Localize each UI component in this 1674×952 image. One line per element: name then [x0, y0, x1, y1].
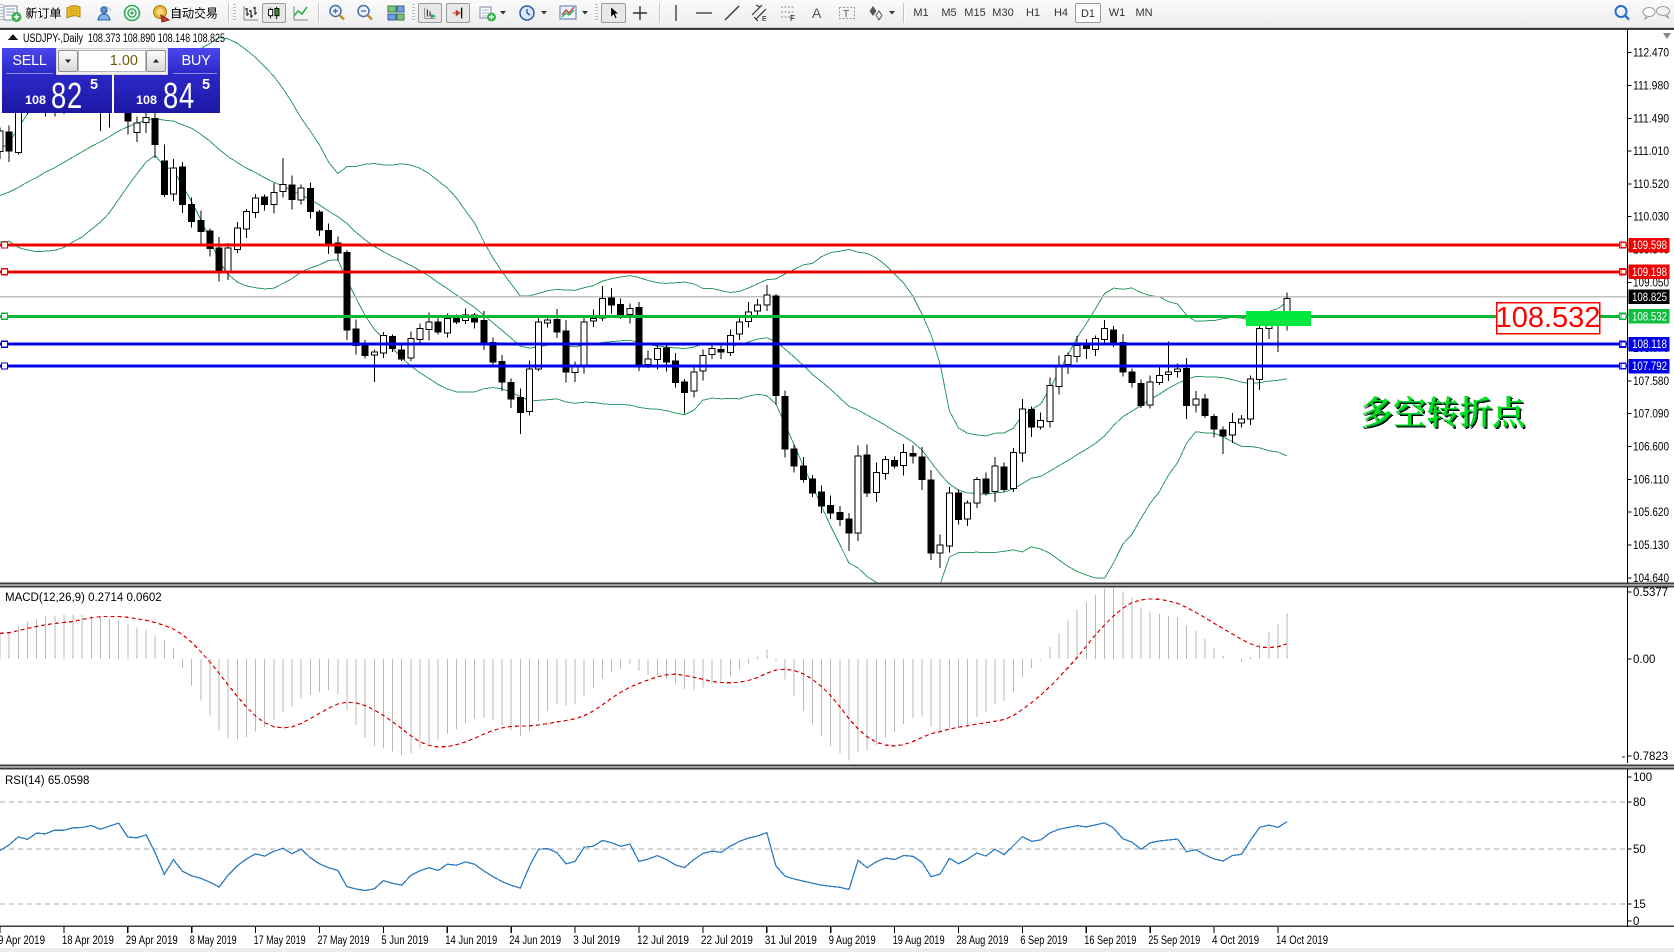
- svg-text:107.580: 107.580: [1633, 376, 1669, 388]
- svg-text:14 Oct 2019: 14 Oct 2019: [1276, 935, 1328, 947]
- svg-text:A: A: [812, 5, 822, 21]
- svg-text:0.5377: 0.5377: [1633, 587, 1668, 599]
- svg-text:17 May 2019: 17 May 2019: [254, 935, 306, 947]
- svg-text:108.825: 108.825: [1632, 292, 1667, 304]
- svg-text:0.7823: 0.7823: [1633, 751, 1668, 763]
- svg-text:31 Jul 2019: 31 Jul 2019: [765, 935, 817, 947]
- svg-text:8 May 2019: 8 May 2019: [190, 935, 237, 947]
- svg-text:28 Aug 2019: 28 Aug 2019: [957, 935, 1009, 947]
- svg-text:27 May 2019: 27 May 2019: [318, 935, 370, 947]
- svg-text:24 Jun 2019: 24 Jun 2019: [509, 935, 561, 947]
- svg-text:0: 0: [1633, 916, 1639, 928]
- svg-text:5 Jun 2019: 5 Jun 2019: [381, 935, 428, 947]
- svg-text:112.470: 112.470: [1633, 48, 1669, 60]
- svg-text:105.130: 105.130: [1633, 540, 1669, 552]
- svg-text:108.118: 108.118: [1632, 339, 1667, 351]
- svg-text:9 Aug 2019: 9 Aug 2019: [829, 935, 876, 947]
- svg-text:111.490: 111.490: [1633, 113, 1669, 125]
- svg-text:E: E: [762, 16, 767, 23]
- svg-text:T: T: [843, 9, 849, 20]
- svg-text:109.050: 109.050: [1633, 277, 1669, 289]
- svg-text:MACD(12,26,9) 0.2714 0.0602: MACD(12,26,9) 0.2714 0.0602: [5, 592, 162, 604]
- svg-text:18 Apr 2019: 18 Apr 2019: [62, 935, 114, 947]
- svg-text:100: 100: [1633, 772, 1652, 784]
- svg-text:6 Sep 2019: 6 Sep 2019: [1020, 935, 1067, 947]
- svg-text:108.532: 108.532: [1632, 311, 1667, 323]
- svg-text:25 Sep 2019: 25 Sep 2019: [1148, 935, 1200, 947]
- svg-text:-: -: [1622, 751, 1626, 763]
- svg-text:111.010: 111.010: [1633, 146, 1669, 158]
- svg-text:USDJPY-,Daily 108.373 108.890: USDJPY-,Daily 108.373 108.890 108.148 10…: [23, 33, 225, 45]
- svg-text:108.532: 108.532: [1496, 302, 1601, 334]
- svg-text:15: 15: [1633, 899, 1646, 911]
- svg-text:12 Jul 2019: 12 Jul 2019: [637, 935, 689, 947]
- svg-text:4 Oct 2019: 4 Oct 2019: [1212, 935, 1259, 947]
- svg-text:22 Jul 2019: 22 Jul 2019: [701, 935, 753, 947]
- svg-text:0.00: 0.00: [1633, 654, 1655, 666]
- svg-text:50: 50: [1633, 844, 1646, 856]
- svg-text:107.792: 107.792: [1632, 361, 1667, 373]
- svg-text:104.640: 104.640: [1633, 573, 1669, 585]
- svg-text:109.198: 109.198: [1632, 267, 1667, 279]
- svg-text:29 Apr 2019: 29 Apr 2019: [126, 935, 178, 947]
- svg-text:3 Jul 2019: 3 Jul 2019: [573, 935, 620, 947]
- svg-text:19 Aug 2019: 19 Aug 2019: [893, 935, 945, 947]
- svg-text:110.030: 110.030: [1633, 212, 1669, 224]
- svg-text:16 Sep 2019: 16 Sep 2019: [1084, 935, 1136, 947]
- svg-text:80: 80: [1633, 797, 1646, 809]
- svg-text:107.090: 107.090: [1633, 409, 1669, 421]
- svg-text:F: F: [790, 14, 795, 23]
- svg-text:109.598: 109.598: [1632, 240, 1667, 252]
- svg-text:RSI(14) 65.0598: RSI(14) 65.0598: [5, 775, 89, 787]
- svg-text:9 Apr 2019: 9 Apr 2019: [0, 935, 45, 947]
- svg-text:106.110: 106.110: [1633, 474, 1669, 486]
- svg-text:106.600: 106.600: [1633, 442, 1669, 454]
- svg-text:105.620: 105.620: [1633, 507, 1669, 519]
- svg-text:14 Jun 2019: 14 Jun 2019: [445, 935, 497, 947]
- svg-text:111.980: 111.980: [1633, 80, 1669, 92]
- svg-text:110.520: 110.520: [1633, 179, 1669, 191]
